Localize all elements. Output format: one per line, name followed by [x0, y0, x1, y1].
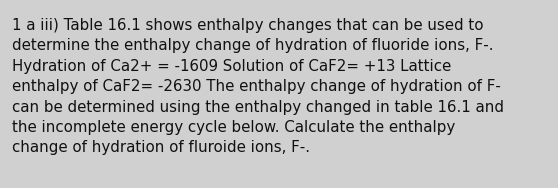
Text: 1 a iii) Table 16.1 shows enthalpy changes that can be used to
determine the ent: 1 a iii) Table 16.1 shows enthalpy chang… — [12, 18, 504, 155]
